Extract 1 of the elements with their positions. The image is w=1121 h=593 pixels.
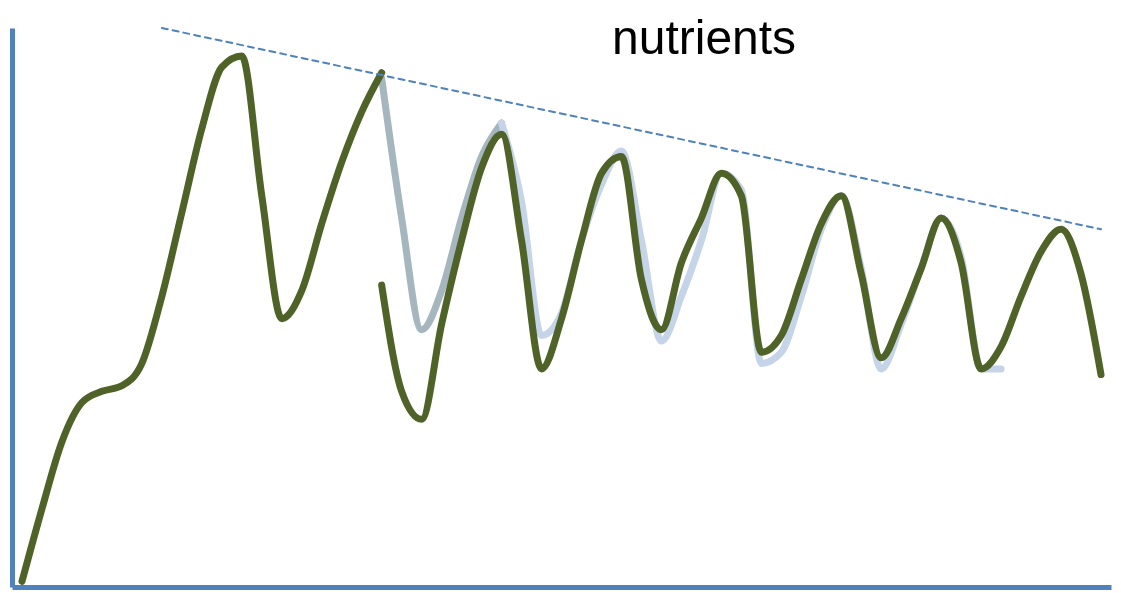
annotation: nutrients <box>612 11 797 64</box>
